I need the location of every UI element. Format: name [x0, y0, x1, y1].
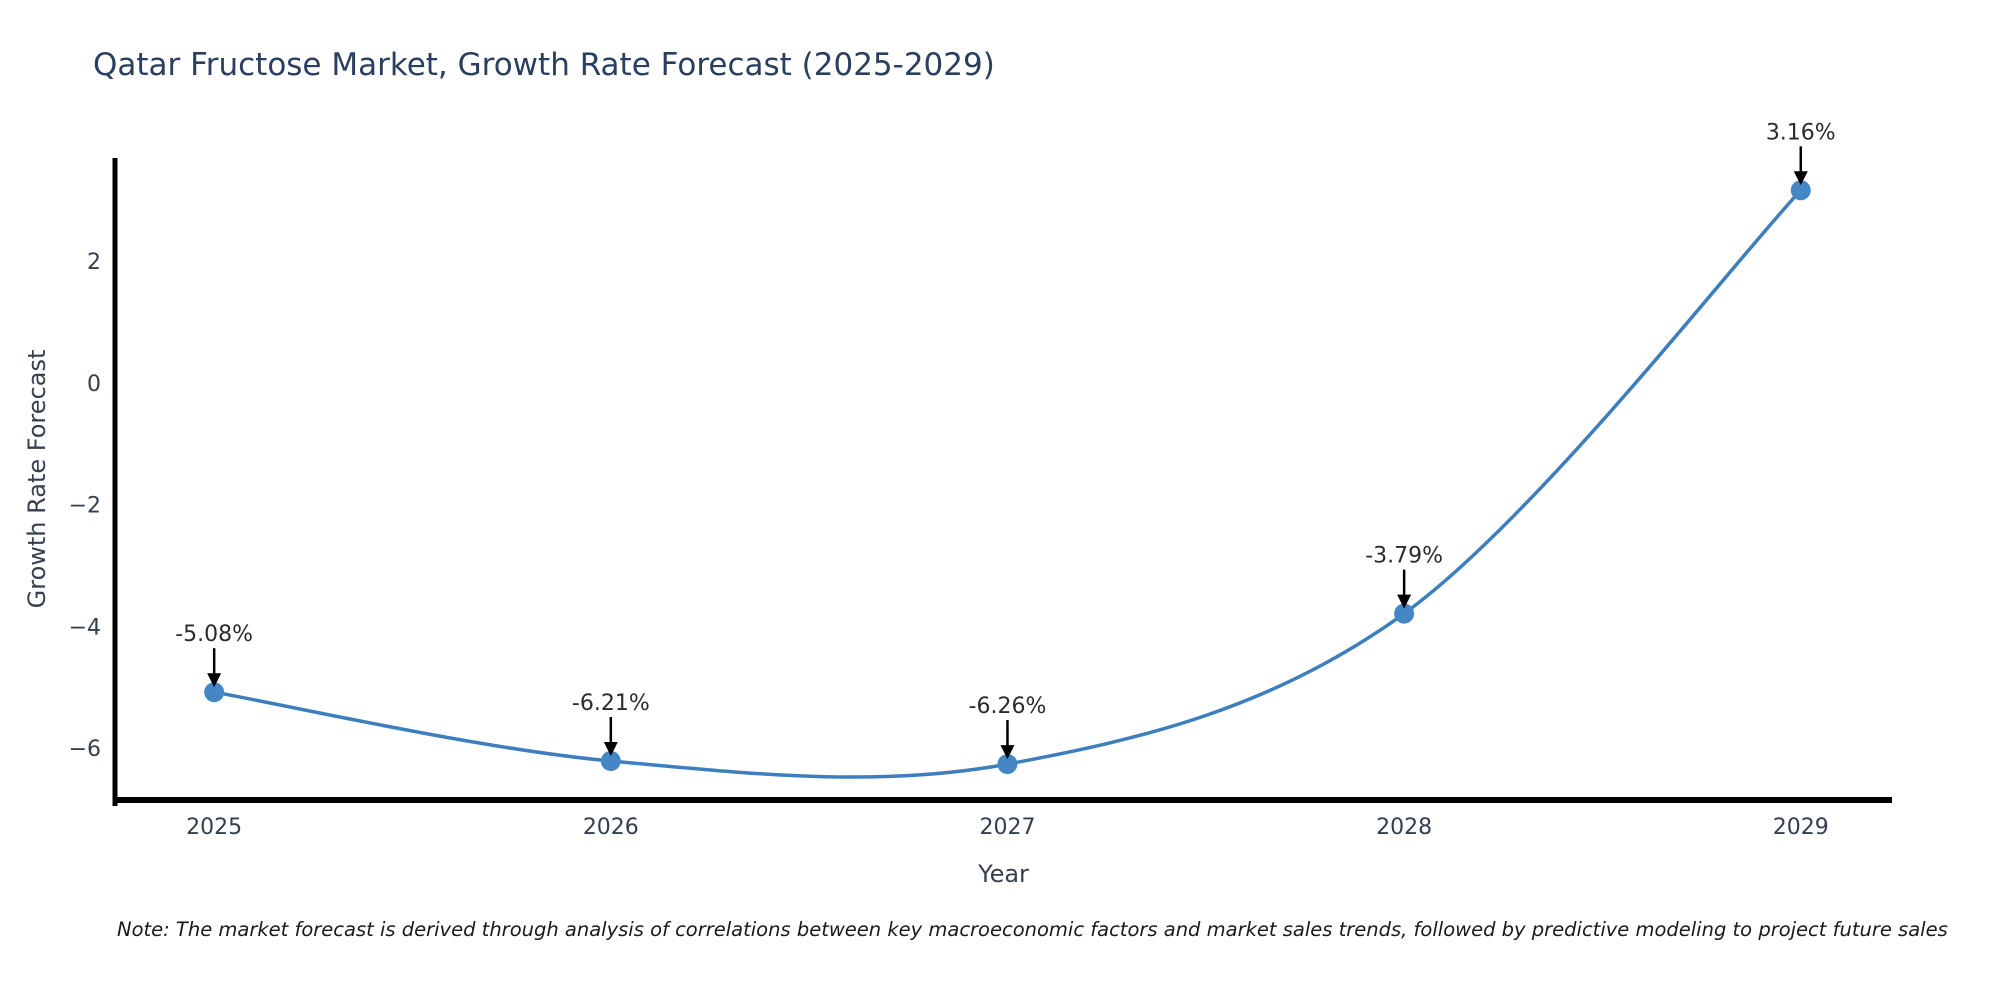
annotation-arrowhead-icon — [207, 673, 222, 688]
point-annotation: -3.79% — [1365, 544, 1443, 609]
y-tick-label: 0 — [87, 372, 101, 397]
annotation-arrowhead-icon — [603, 742, 618, 757]
point-annotation: -6.26% — [969, 694, 1047, 760]
y-tick-label: −2 — [69, 494, 101, 519]
point-annotation: 3.16% — [1766, 120, 1836, 186]
x-tick-label: 2027 — [979, 815, 1035, 840]
y-axis-title: Growth Rate Forecast — [23, 350, 51, 609]
annotation-arrowhead-icon — [1000, 745, 1015, 760]
data-point-marker — [204, 682, 225, 703]
data-point-marker — [600, 751, 621, 772]
point-annotation: -5.08% — [175, 622, 253, 688]
x-tick-label: 2029 — [1773, 815, 1829, 840]
x-tick-label: 2025 — [186, 815, 242, 840]
y-axis-ticks: 2 0 −2 −4 −6 — [69, 250, 101, 762]
footnote: Note: The market forecast is derived thr… — [117, 918, 1948, 941]
data-point-marker — [1394, 603, 1415, 624]
point-label: 3.16% — [1766, 120, 1836, 145]
data-point-marker — [1790, 180, 1811, 201]
annotation-arrowhead-icon — [1793, 171, 1808, 186]
x-tick-label: 2028 — [1376, 815, 1432, 840]
series-line — [212, 188, 1803, 779]
point-annotation: -6.21% — [572, 691, 650, 757]
data-point-marker — [997, 754, 1018, 775]
point-label: -6.26% — [969, 694, 1047, 719]
y-tick-label: −6 — [69, 737, 101, 762]
point-label: -5.08% — [175, 622, 253, 647]
chart-title: Qatar Fructose Market, Growth Rate Forec… — [93, 47, 995, 83]
x-tick-label: 2026 — [583, 815, 639, 840]
y-tick-label: 2 — [87, 250, 101, 275]
y-tick-label: −4 — [69, 615, 101, 640]
data-points — [204, 180, 1811, 775]
x-axis-title: Year — [977, 860, 1029, 888]
point-annotations: -5.08% -6.21% -6.26% -3.79% 3.16% — [175, 120, 1836, 760]
annotation-arrowhead-icon — [1397, 594, 1412, 609]
point-label: -6.21% — [572, 691, 650, 716]
x-axis-ticks: 2025 2026 2027 2028 2029 — [186, 815, 1829, 840]
point-label: -3.79% — [1365, 544, 1443, 569]
